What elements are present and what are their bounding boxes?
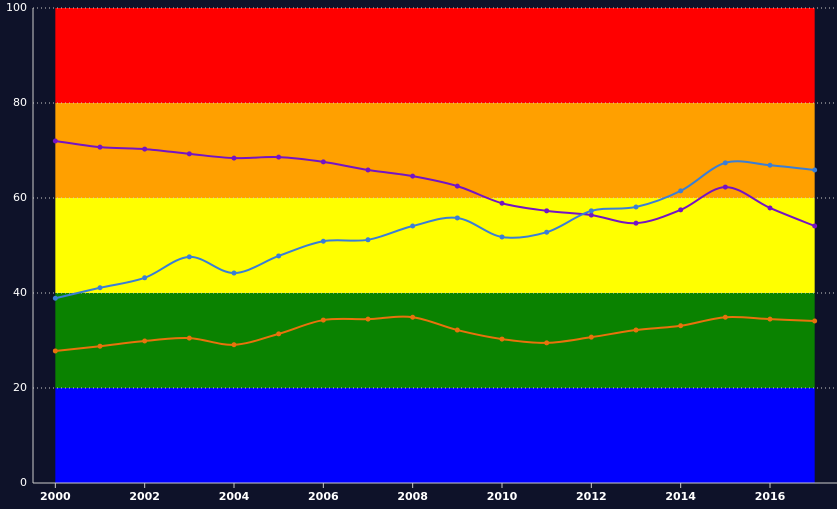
y-tick-label: 0 — [20, 476, 27, 489]
point — [52, 295, 58, 301]
point — [767, 316, 773, 322]
x-tick-label: 2014 — [665, 490, 696, 503]
band — [55, 293, 815, 388]
y-tick-label: 80 — [13, 96, 27, 109]
band — [55, 388, 815, 483]
x-tick-label: 2012 — [576, 490, 607, 503]
x-tick-label: 2016 — [755, 490, 786, 503]
point — [142, 338, 148, 344]
x-tick-label: 2000 — [40, 490, 71, 503]
point — [633, 204, 639, 210]
point — [410, 223, 416, 229]
point — [52, 348, 58, 354]
point — [365, 316, 371, 322]
point — [588, 208, 594, 214]
point — [544, 229, 550, 235]
point — [499, 336, 505, 342]
band — [55, 103, 815, 198]
point — [812, 318, 818, 324]
point — [231, 342, 237, 348]
point — [186, 254, 192, 260]
point — [410, 173, 416, 179]
point — [454, 215, 460, 221]
x-tick-label: 2004 — [219, 490, 250, 503]
point — [544, 208, 550, 214]
point — [410, 314, 416, 320]
point — [97, 343, 103, 349]
point — [812, 223, 818, 229]
point — [320, 317, 326, 323]
point — [767, 205, 773, 211]
x-tick-label: 2008 — [397, 490, 428, 503]
point — [588, 212, 594, 218]
point — [320, 238, 326, 244]
point — [454, 183, 460, 189]
band — [55, 8, 815, 103]
point — [499, 234, 505, 240]
point — [722, 160, 728, 166]
point — [633, 327, 639, 333]
point — [365, 167, 371, 173]
point — [52, 138, 58, 144]
point — [767, 162, 773, 168]
point — [231, 270, 237, 276]
point — [276, 253, 282, 259]
point — [722, 184, 728, 190]
point — [544, 340, 550, 346]
band — [55, 198, 815, 293]
point — [454, 327, 460, 333]
series-line — [55, 315, 815, 352]
point — [276, 331, 282, 337]
point — [499, 200, 505, 206]
x-tick-label: 2002 — [129, 490, 160, 503]
y-tick-label: 40 — [13, 286, 27, 299]
point — [142, 146, 148, 152]
point — [320, 159, 326, 165]
point — [97, 285, 103, 291]
point — [231, 155, 237, 161]
point — [276, 154, 282, 160]
point — [722, 314, 728, 320]
point — [678, 323, 684, 329]
series-line — [55, 160, 815, 300]
x-tick-label: 2010 — [487, 490, 518, 503]
point — [812, 167, 818, 173]
series-line — [55, 140, 816, 227]
y-tick-label: 60 — [13, 191, 27, 204]
y-tick-label: 100 — [6, 1, 27, 14]
point — [142, 275, 148, 281]
point — [97, 144, 103, 150]
x-tick-label: 2006 — [308, 490, 339, 503]
point — [678, 207, 684, 213]
point — [678, 188, 684, 194]
point — [186, 151, 192, 157]
point — [588, 334, 594, 340]
point — [365, 237, 371, 243]
y-tick-label: 20 — [13, 381, 27, 394]
point — [633, 220, 639, 226]
point — [186, 335, 192, 341]
